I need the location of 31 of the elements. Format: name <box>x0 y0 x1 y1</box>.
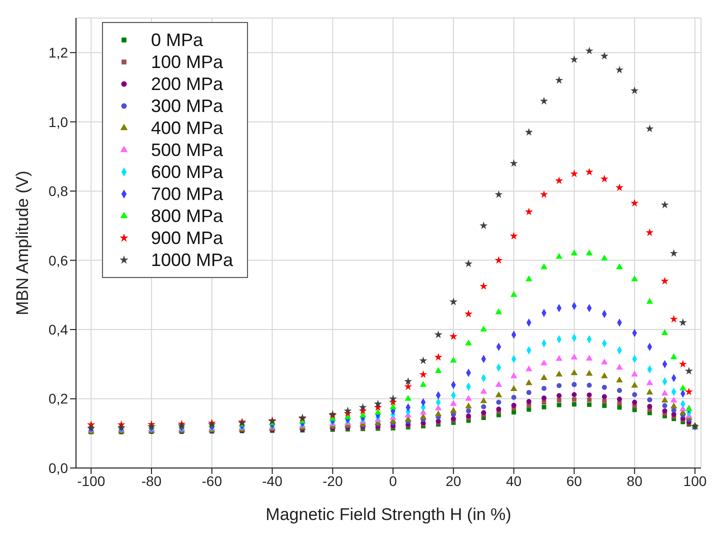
x-tick-label: 60 <box>566 472 582 489</box>
x-tick-label: -80 <box>141 472 162 489</box>
legend-label: 200 MPa <box>151 73 224 95</box>
y-axis-title: MBN Amplitude (V) <box>13 170 32 316</box>
x-axis-title: Magnetic Field Strength H (in %) <box>266 505 512 524</box>
y-tick-label: 0,0 <box>48 460 68 476</box>
legend-label: 700 MPa <box>151 183 224 205</box>
x-tick-label: 20 <box>446 472 462 489</box>
x-tick-label: 0 <box>389 472 398 489</box>
x-tick-label: 40 <box>506 472 522 489</box>
y-tick-label: 0,8 <box>48 183 68 200</box>
x-tick-label: 100 <box>683 472 707 489</box>
y-tick-label: 1,2 <box>48 44 68 61</box>
legend-label: 300 MPa <box>151 95 224 117</box>
legend-label: 1000 MPa <box>151 249 234 271</box>
legend-label: 900 MPa <box>151 227 224 249</box>
legend-label: 0 MPa <box>151 29 204 51</box>
legend-label: 600 MPa <box>151 161 224 183</box>
legend-label: 800 MPa <box>151 205 224 227</box>
y-tick-label: 0,6 <box>48 252 68 268</box>
y-tick-label: 0,2 <box>48 390 68 407</box>
x-tick-label: -20 <box>322 472 343 489</box>
legend-label: 400 MPa <box>151 117 224 139</box>
x-tick-label: -100 <box>77 472 106 489</box>
x-tick-label: -40 <box>262 472 283 489</box>
y-tick-label: 1,0 <box>48 114 68 130</box>
x-tick-label: 80 <box>626 472 643 489</box>
legend-label: 100 MPa <box>151 51 224 73</box>
y-tick-label: 0,4 <box>48 322 68 338</box>
legend-label: 500 MPa <box>151 139 224 161</box>
x-tick-label: -60 <box>202 472 222 489</box>
